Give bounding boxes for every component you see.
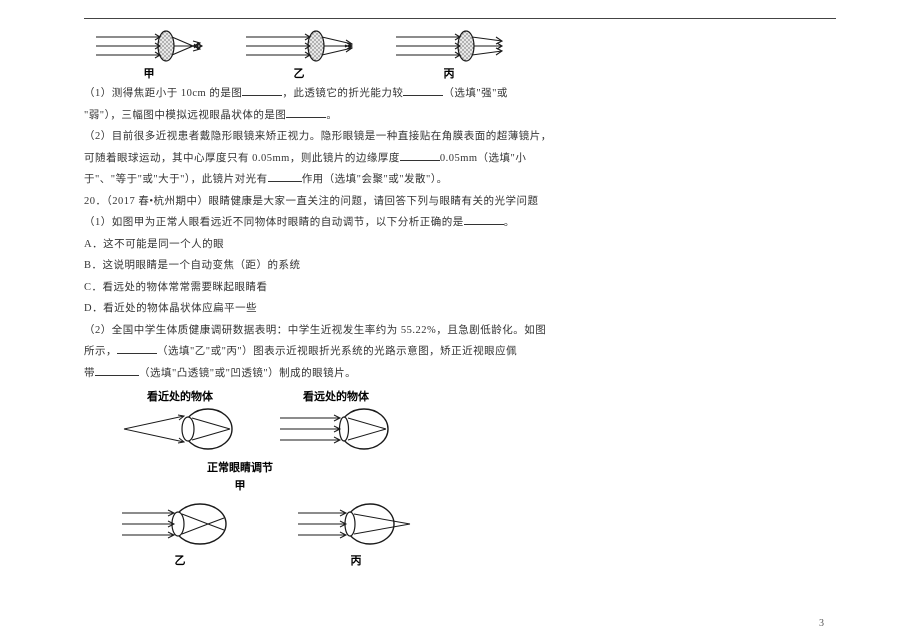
q20-p2c: 带 （选填"凸透镜"或"凹透镜"）制成的眼镜片。 (84, 363, 836, 385)
lens-yi-label: 乙 (244, 65, 354, 81)
blank (117, 343, 157, 354)
q1-line1: （1）测得焦距小于 10cm 的是图 ，此透镜它的折光能力较 （选填"强"或 (84, 83, 836, 105)
blank (95, 365, 139, 376)
q2-line2: 可随着眼球运动，其中心厚度只有 0.05mm，则此镜片的边缘厚度 0.05mm（选… (84, 148, 836, 170)
eye-diagrams-row1: 看近处的物体 看远处的物体 (120, 388, 836, 457)
t: 于"、"等于"或"大于"），此镜片对光有 (84, 174, 268, 185)
lens-yi-svg (244, 29, 354, 63)
lens-jia: 甲 (94, 29, 204, 81)
eye-bing-caption: 丙 (296, 552, 416, 568)
q20-p2b: 所示， （选填"乙"或"丙"）图表示近视眼折光系统的光路示意图，矫正近视眼应佩 (84, 341, 836, 363)
eye-near-caption: 看近处的物体 (120, 388, 240, 404)
eye-yi-svg (120, 501, 240, 547)
q1-line2: "弱"），三幅图中模拟远视眼晶状体的是图 。 (84, 105, 836, 127)
t: 所示， (84, 346, 117, 357)
eye-far-caption: 看远处的物体 (276, 388, 396, 404)
q20-line1: 20．（2017 春•杭州期中）眼睛健康是大家一直关注的问题，请回答下列与眼睛有… (84, 191, 836, 213)
t: （选填"乙"或"丙"）图表示近视眼折光系统的光路示意图，矫正近视眼应佩 (157, 346, 517, 357)
lens-jia-svg (94, 29, 204, 63)
eye-far: 看远处的物体 (276, 388, 396, 457)
eye-jia-caption: 甲 (120, 477, 360, 493)
eye-bing-svg (296, 501, 416, 547)
t: 。 (504, 217, 515, 228)
t: 作用（选填"会聚"或"发散"）。 (302, 174, 448, 185)
t: "弱"），三幅图中模拟远视眼晶状体的是图 (84, 110, 286, 121)
blank (268, 171, 302, 182)
t: （选填"凸透镜"或"凹透镜"）制成的眼镜片。 (139, 368, 356, 379)
eye-near-svg (120, 406, 240, 452)
lens-yi: 乙 (244, 29, 354, 81)
blank (286, 107, 326, 118)
top-rule (84, 18, 836, 19)
eye-near: 看近处的物体 (120, 388, 240, 457)
t: （1）如图甲为正常人眼看远近不同物体时眼睛的自动调节，以下分析正确的是 (84, 217, 464, 228)
lens-bing-svg (394, 29, 504, 63)
t: ，此透镜它的折光能力较 (282, 88, 403, 99)
blank (400, 150, 440, 161)
eye-normal-caption: 正常眼睛调节 (120, 459, 360, 475)
q20-p2a: （2）全国中学生体质健康调研数据表明：中学生近视发生率约为 55.22%，且急剧… (84, 320, 836, 342)
eye-diagrams-row2: 乙 丙 (120, 501, 836, 570)
t: 。 (326, 110, 337, 121)
blank (242, 85, 282, 96)
eye-yi: 乙 (120, 501, 240, 570)
option-a: A．这不可能是同一个人的眼 (84, 234, 836, 256)
eye-bing: 丙 (296, 501, 416, 570)
eye-far-svg (276, 406, 396, 452)
q2-line3: 于"、"等于"或"大于"），此镜片对光有 作用（选填"会聚"或"发散"）。 (84, 169, 836, 191)
option-b: B．这说明眼睛是一个自动变焦（距）的系统 (84, 255, 836, 277)
page-number: 3 (819, 618, 824, 629)
blank (464, 214, 504, 225)
lens-bing-label: 丙 (394, 65, 504, 81)
option-d: D．看近处的物体晶状体应扁平一些 (84, 298, 836, 320)
lens-jia-label: 甲 (94, 65, 204, 81)
option-c: C．看远处的物体常常需要眯起眼睛看 (84, 277, 836, 299)
t: （1）测得焦距小于 10cm 的是图 (84, 88, 242, 99)
lens-diagrams: 甲 乙 (94, 29, 836, 81)
eye-yi-caption: 乙 (120, 552, 240, 568)
lens-bing: 丙 (394, 29, 504, 81)
t: 带 (84, 368, 95, 379)
t: （选填"强"或 (443, 88, 508, 99)
blank (403, 85, 443, 96)
q2-line1: （2）目前很多近视患者戴隐形眼镜来矫正视力。隐形眼镜是一种直接贴在角膜表面的超薄… (84, 126, 836, 148)
t: 可随着眼球运动，其中心厚度只有 0.05mm，则此镜片的边缘厚度 (84, 153, 400, 164)
t: 0.05mm（选填"小 (440, 153, 527, 164)
q20-line2: （1）如图甲为正常人眼看远近不同物体时眼睛的自动调节，以下分析正确的是 。 (84, 212, 836, 234)
